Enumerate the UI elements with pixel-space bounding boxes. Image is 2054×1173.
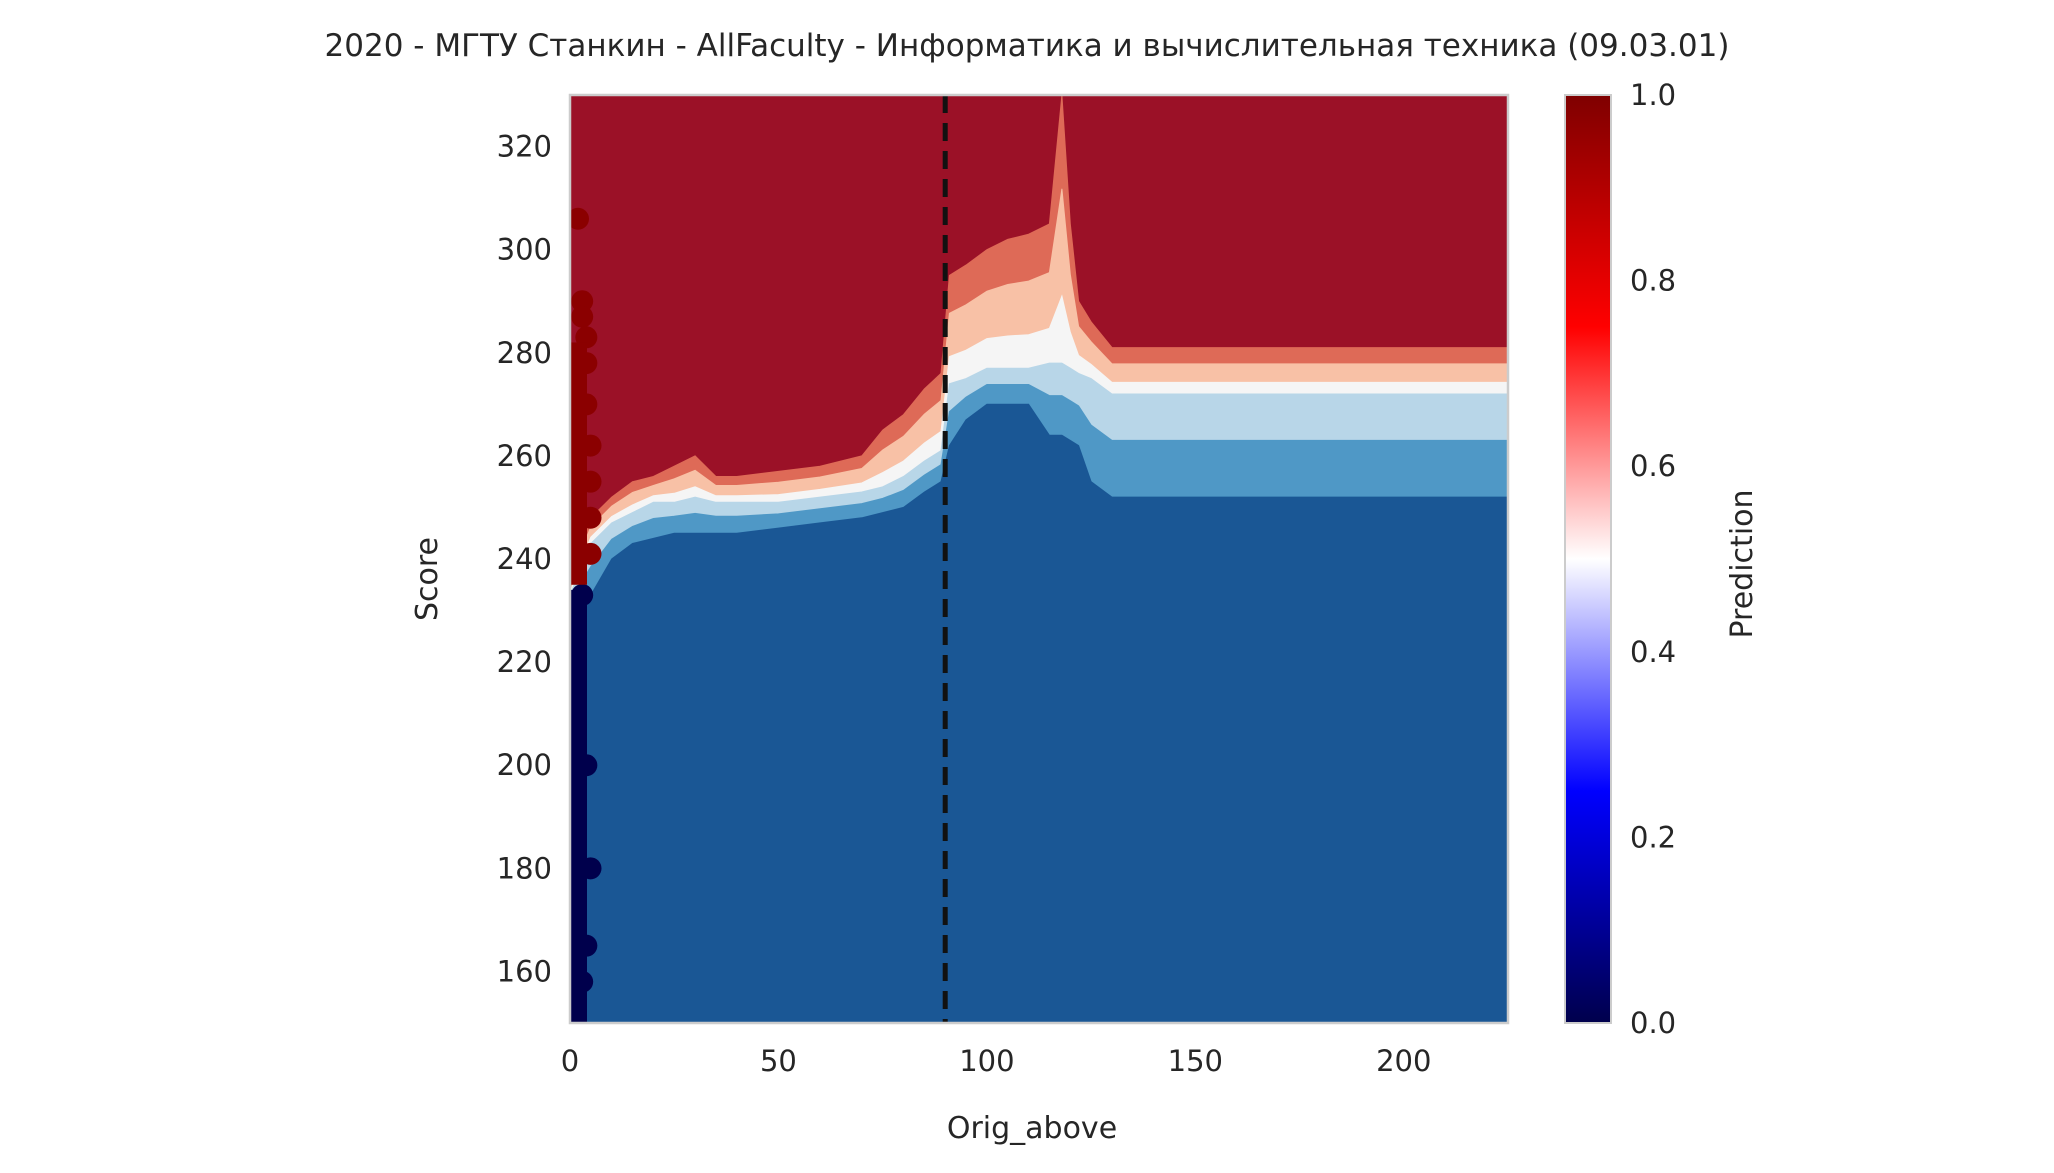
- x-axis-label: Orig_above: [947, 1111, 1117, 1146]
- colorbar-tick-label: 0.2: [1630, 820, 1676, 854]
- colorbar-gradient: [1564, 94, 1612, 1024]
- plot-area: [568, 93, 1510, 1025]
- colorbar-tick-label: 0.0: [1630, 1006, 1676, 1040]
- contour-band: [570, 403, 1508, 1023]
- scatter-strip-high: [571, 342, 587, 585]
- x-tick-label: 150: [1168, 1044, 1223, 1078]
- y-tick-label: 240: [497, 542, 552, 576]
- colorbar-label: Prediction: [1725, 489, 1760, 638]
- scatter-point: [571, 305, 594, 328]
- scatter-strip-low: [571, 589, 587, 1023]
- x-tick-label: 200: [1376, 1044, 1431, 1078]
- x-tick-label: 100: [959, 1044, 1014, 1078]
- colorbar-tick-label: 0.8: [1630, 264, 1676, 298]
- scatter-point: [570, 207, 589, 230]
- colorbar-tick-label: 1.0: [1630, 78, 1676, 112]
- plot-frame: [568, 93, 1510, 1025]
- contour-bands: [570, 95, 1508, 1023]
- colorbar-tick-label: 0.4: [1630, 635, 1676, 669]
- y-tick-label: 200: [497, 748, 552, 782]
- y-tick-label: 280: [497, 336, 552, 370]
- chart-title: 2020 - МГТУ Станкин - AllFaculty - Инфор…: [325, 28, 1730, 64]
- colorbar-ticks: 0.0 0.2 0.4 0.6 0.8 1.0: [1630, 78, 1676, 1040]
- y-tick-label: 180: [497, 851, 552, 885]
- y-tick-label: 300: [497, 233, 552, 267]
- y-axis: 160 180 200 220 240 260 280 300 320: [497, 130, 552, 989]
- y-axis-label: Score: [410, 537, 445, 621]
- x-tick-label: 0: [561, 1044, 579, 1078]
- colorbar-tick-label: 0.6: [1630, 449, 1676, 483]
- y-tick-label: 320: [497, 130, 552, 164]
- scatter-points: [570, 207, 602, 1023]
- colorbar: 0.0 0.2 0.4 0.6 0.8 1.0 Prediction: [1564, 78, 1760, 1040]
- x-axis: 0 50 100 150 200: [561, 1044, 1432, 1078]
- y-tick-label: 260: [497, 439, 552, 473]
- y-tick-label: 160: [497, 954, 552, 988]
- y-tick-label: 220: [497, 645, 552, 679]
- scatter-point: [571, 290, 594, 313]
- x-tick-label: 50: [760, 1044, 797, 1078]
